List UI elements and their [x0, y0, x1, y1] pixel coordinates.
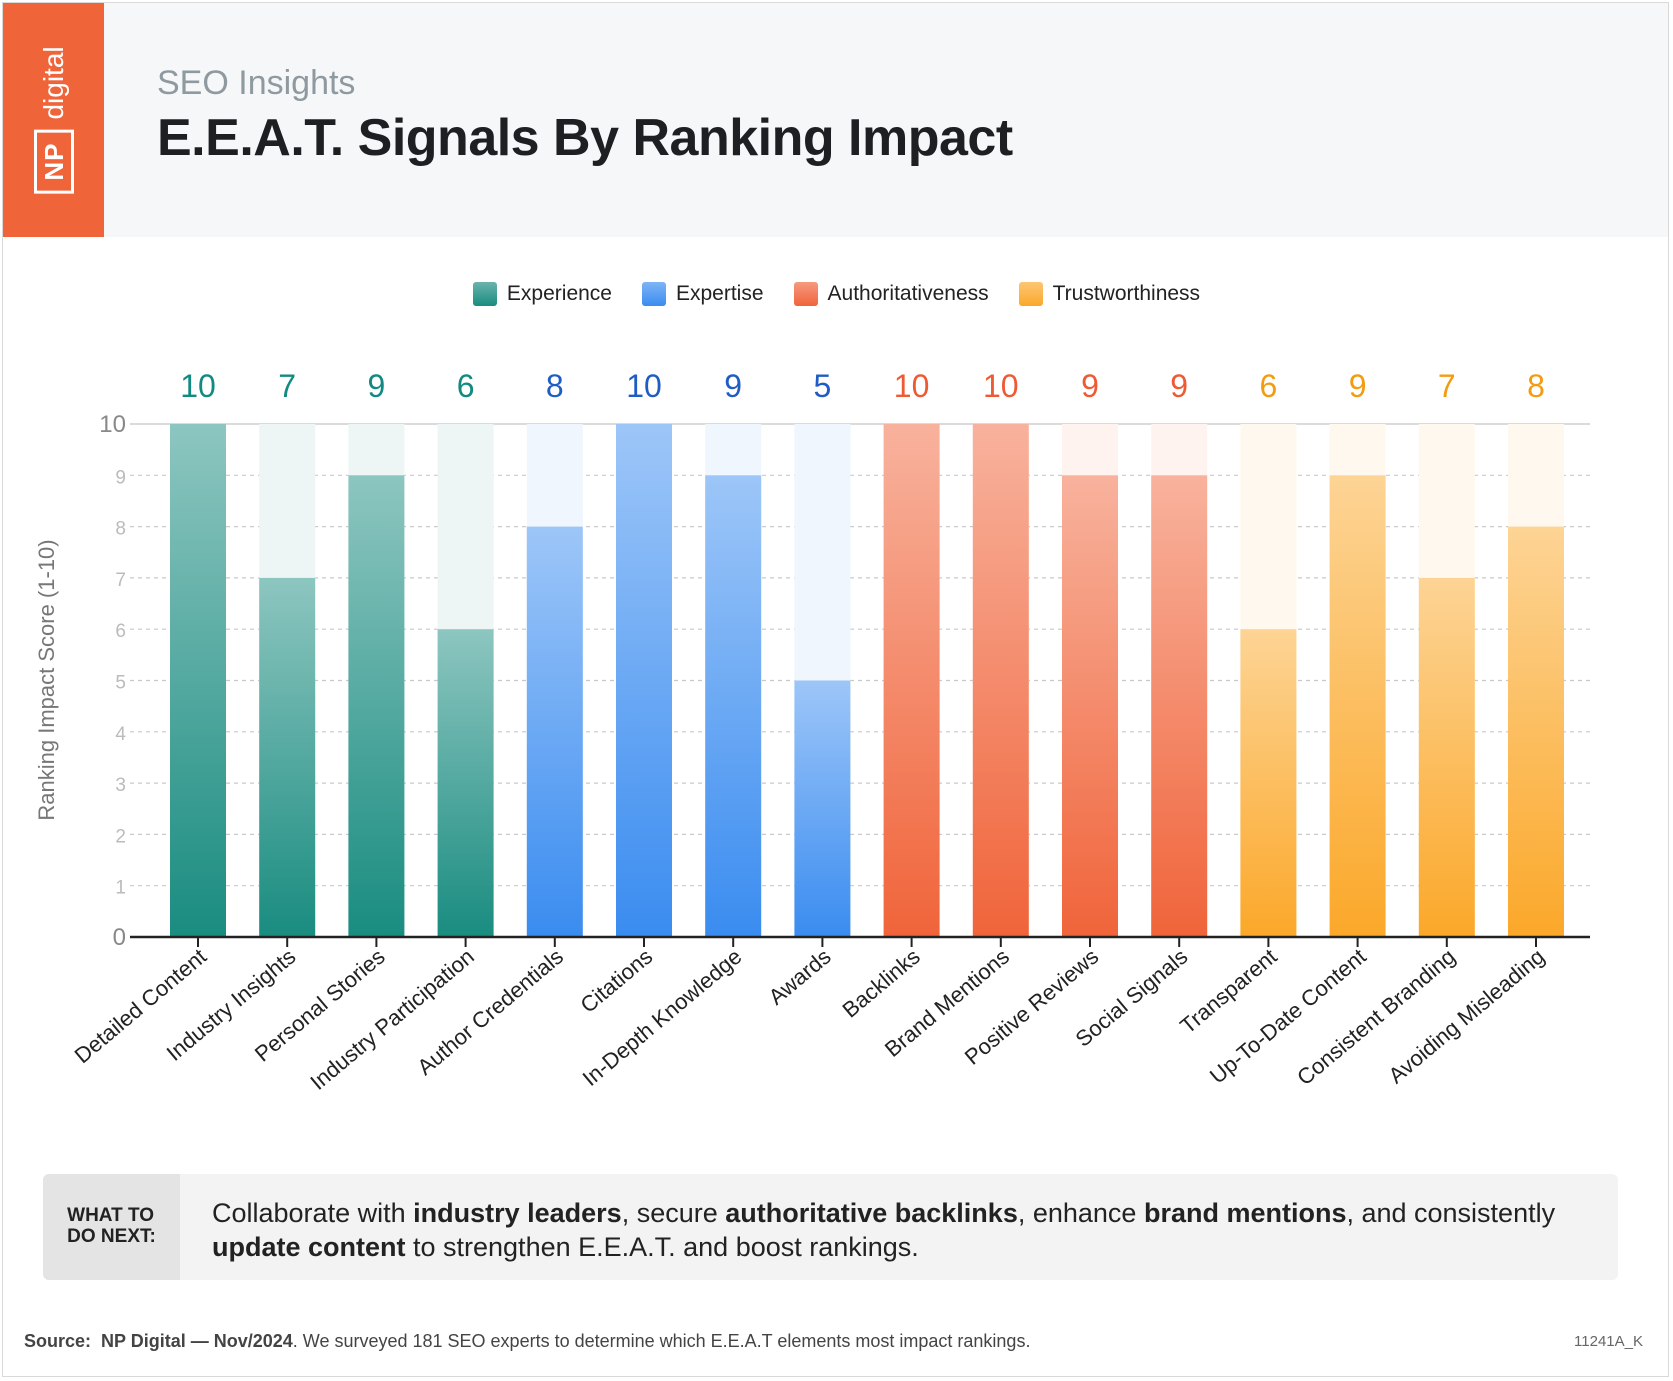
legend-swatch: [793, 282, 818, 306]
legend-swatch: [472, 282, 497, 306]
y-tick-label: 8: [115, 519, 126, 540]
callout-tag-line-2: DO NEXT:: [67, 1226, 156, 1247]
y-tick-label: 5: [115, 673, 126, 694]
bar: [1151, 475, 1208, 937]
data-label: 10: [180, 368, 216, 404]
bar: [1418, 577, 1475, 937]
bar: [705, 475, 762, 937]
np-digital-logo: NP digital: [3, 3, 104, 237]
header-band: [3, 3, 1668, 237]
data-label: 6: [1260, 368, 1278, 404]
page-title: E.E.A.T. Signals By Ranking Impact: [157, 109, 1013, 167]
x-tick-label: Avoiding Misleading: [1384, 944, 1550, 1089]
callout-bold-part: authoritative backlinks: [725, 1198, 1018, 1228]
x-tick-label: Citations: [576, 944, 658, 1018]
data-label: 9: [1081, 368, 1099, 404]
source-label: Source:: [24, 1331, 92, 1351]
subtitle: SEO Insights: [157, 64, 356, 102]
legend-swatch: [641, 282, 666, 306]
x-tick-label: Backlinks: [838, 944, 925, 1023]
data-label: 7: [1438, 368, 1456, 404]
x-tick-label: Consistent Branding: [1292, 944, 1460, 1091]
y-tick-label: 1: [115, 878, 126, 899]
callout-bold-part: industry leaders: [413, 1198, 622, 1228]
what-to-do-next-callout: WHAT TO DO NEXT: Collaborate with indust…: [43, 1174, 1618, 1280]
bar: [616, 424, 672, 937]
callout-text-part: , secure: [621, 1198, 726, 1228]
data-label: 10: [626, 368, 662, 404]
y-axis-label: Ranking Impact Score (1-10): [34, 539, 59, 820]
callout-text-part: , enhance: [1017, 1198, 1144, 1228]
data-label: 10: [894, 368, 930, 404]
bar: [437, 629, 494, 937]
bar: [972, 424, 1029, 937]
bar: [1062, 475, 1118, 937]
callout-tag-line-1: WHAT TO: [67, 1205, 155, 1227]
data-label: 6: [457, 368, 475, 404]
bar: [526, 526, 583, 937]
data-label: 9: [724, 368, 742, 404]
x-tick-label: Awards: [764, 944, 836, 1010]
graphic-code: 11241A_K: [1574, 1333, 1643, 1350]
callout-text-part: Collaborate with: [212, 1198, 414, 1228]
y-tick-label: 6: [115, 621, 126, 642]
callout-text-part: to strengthen E.E.A.T. and boost ranking…: [405, 1232, 919, 1262]
data-label: 5: [814, 368, 832, 404]
y-tick-label: 3: [115, 775, 126, 796]
data-label: 8: [1527, 368, 1545, 404]
bar: [259, 577, 316, 937]
callout-text-part: , and consistently: [1346, 1198, 1556, 1228]
data-label: 8: [546, 368, 564, 404]
y-tick-label: 2: [115, 826, 126, 847]
data-label: 9: [368, 368, 386, 404]
chart-legend: Experience Expertise Authoritativeness Trus…: [0, 282, 1673, 306]
y-tick-label: 7: [115, 570, 126, 591]
x-tick-label: Author Credentials: [412, 944, 568, 1080]
callout-bold-part: update content: [212, 1232, 406, 1262]
bar: [1329, 475, 1386, 937]
y-tick-label: 10: [99, 411, 126, 438]
x-tick-label: In-Depth Knowledge: [578, 944, 747, 1091]
data-label: 9: [1349, 368, 1367, 404]
x-tick-label: Up-To-Date Content: [1205, 944, 1371, 1089]
source-org: NP Digital — Nov/2024: [101, 1331, 293, 1351]
data-label: 10: [983, 368, 1019, 404]
legend-swatch: [1018, 282, 1043, 306]
y-tick-label: 0: [113, 924, 126, 951]
y-tick-label: 9: [115, 467, 126, 488]
bar: [794, 680, 851, 937]
legend-label: Experience: [506, 282, 612, 305]
legend-item: Trustworthiness: [1018, 282, 1201, 306]
bar: [883, 424, 940, 937]
legend-item: Authoritativeness: [793, 282, 989, 306]
source-note: Source: NP Digital — Nov/2024. We survey…: [24, 1331, 1030, 1352]
callout-bold-part: brand mentions: [1143, 1198, 1347, 1228]
x-tick-label: Industry Participation: [305, 944, 478, 1095]
bar: [170, 424, 226, 937]
bar: [348, 475, 405, 937]
callout-text: Collaborate with industry leaders, secur…: [212, 1196, 1592, 1264]
legend-item: Experience: [472, 282, 612, 306]
legend-label: Trustworthiness: [1052, 282, 1201, 305]
source-text: . We surveyed 181 SEO experts to determi…: [292, 1331, 1031, 1351]
legend-label: Authoritativeness: [827, 282, 989, 305]
bar: [1240, 629, 1297, 937]
data-label: 9: [1170, 368, 1188, 404]
y-tick-label: 4: [115, 724, 126, 745]
legend-label: Expertise: [675, 282, 764, 305]
bar: [1508, 526, 1564, 937]
callout-tag: WHAT TO DO NEXT:: [43, 1174, 180, 1280]
data-label: 7: [278, 368, 296, 404]
legend-item: Expertise: [641, 282, 764, 306]
